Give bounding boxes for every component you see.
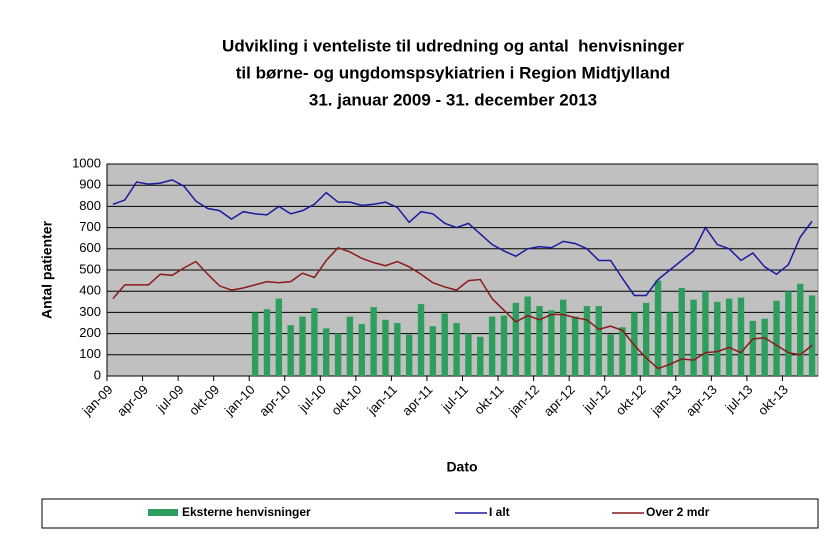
bar [642, 302, 650, 376]
bar [808, 295, 816, 376]
bar [737, 297, 745, 376]
y-tick-label: 400 [79, 283, 101, 298]
x-tick-label: okt-13 [755, 382, 791, 418]
x-tick-label: jul-12 [579, 382, 613, 416]
y-tick-label: 0 [94, 367, 101, 382]
x-tick-label: apr-10 [256, 382, 293, 419]
bar [323, 328, 330, 376]
bar [571, 316, 579, 376]
y-tick-label: 1000 [72, 155, 101, 170]
bar [595, 306, 602, 376]
legend-label: Eksterne henvisninger [182, 505, 311, 519]
chart-title: 31. januar 2009 - 31. december 2013 [309, 90, 597, 109]
line [112, 179, 813, 297]
chart-title: til børne- og ungdomspsykiatrien i Regio… [236, 63, 670, 82]
bar [548, 310, 555, 376]
legend-swatch [148, 509, 178, 516]
y-tick-label: 800 [79, 198, 101, 213]
line [112, 246, 813, 370]
bar [678, 288, 685, 376]
x-tick-label: apr-09 [114, 382, 151, 419]
x-tick-label: okt-10 [328, 382, 364, 418]
bar [263, 309, 271, 376]
y-tick-label: 600 [79, 240, 101, 255]
y-tick-label: 900 [79, 177, 101, 192]
x-tick-label: jan-11 [364, 382, 400, 418]
bar [773, 300, 780, 376]
bar [382, 319, 389, 376]
bar [619, 327, 626, 376]
y-tick-label: 100 [79, 346, 101, 361]
x-tick-label: jul-11 [438, 382, 471, 415]
y-tick-label: 700 [79, 219, 101, 234]
bar [797, 283, 804, 376]
bar [394, 323, 401, 376]
x-tick-label: jan-10 [221, 382, 258, 419]
bar [465, 333, 472, 376]
x-tick-label: okt-09 [186, 382, 222, 418]
x-tick-label: jul-09 [153, 382, 187, 416]
x-tick-label: apr-12 [541, 382, 578, 419]
legend-label: Over 2 mdr [646, 505, 710, 519]
x-tick-label: okt-12 [613, 382, 649, 418]
y-tick-label: 300 [79, 304, 101, 319]
bar [417, 303, 425, 376]
bar [405, 334, 413, 376]
bar [654, 280, 662, 376]
bar [488, 316, 496, 376]
bar [251, 312, 259, 376]
x-axis-label: Dato [446, 459, 477, 475]
bar [334, 333, 342, 376]
x-tick-label: apr-11 [399, 382, 436, 419]
bar [299, 316, 306, 376]
bar [512, 302, 520, 376]
bar [690, 299, 697, 376]
bar [358, 324, 365, 376]
bar [477, 336, 484, 376]
bar [702, 291, 709, 376]
x-tick-label: jul-10 [295, 382, 329, 416]
bar [583, 306, 591, 376]
x-tick-label: apr-13 [683, 382, 720, 419]
x-tick-label: jan-12 [505, 382, 542, 419]
bar [287, 325, 294, 376]
bar [429, 326, 437, 376]
y-tick-label: 200 [79, 325, 101, 340]
x-tick-label: jan-09 [79, 382, 116, 419]
bar [346, 316, 354, 376]
bar [275, 298, 283, 376]
bar [666, 312, 674, 376]
y-tick-label: 500 [79, 261, 101, 276]
x-tick-label: jan-13 [647, 382, 684, 419]
bar [370, 307, 377, 376]
y-axis-label: Antal patienter [39, 220, 55, 319]
bar [725, 298, 733, 376]
bar [441, 313, 448, 376]
chart-title: Udvikling i venteliste til udredning og … [222, 36, 684, 55]
bar [311, 308, 318, 376]
bar [500, 315, 508, 376]
bar [749, 320, 757, 376]
bar [714, 301, 721, 376]
bar [785, 291, 792, 376]
bar [524, 296, 531, 376]
bar [761, 318, 768, 376]
x-tick-label: okt-11 [471, 382, 506, 417]
x-tick-label: jul-13 [722, 382, 756, 416]
bar [607, 334, 614, 376]
bar [536, 306, 543, 376]
legend-label: I alt [489, 505, 510, 519]
bar [453, 323, 460, 376]
bar [560, 299, 567, 376]
